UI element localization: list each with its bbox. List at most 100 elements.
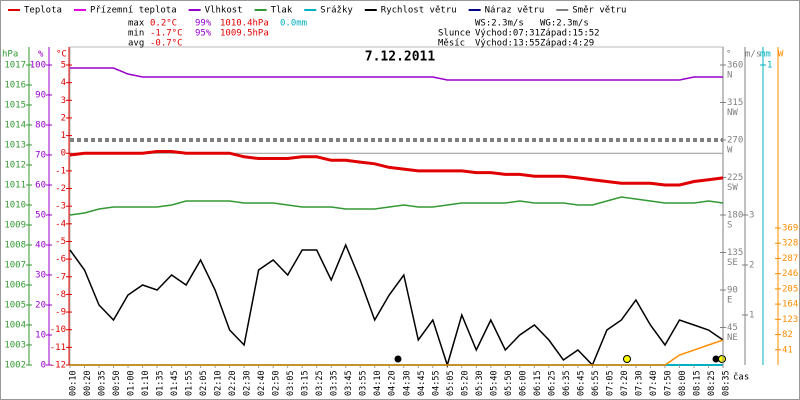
series-line xyxy=(70,339,724,366)
y-tick-label: -12 xyxy=(50,361,66,371)
x-tick-label: 03:15 xyxy=(301,370,311,396)
event-dot xyxy=(718,355,726,363)
x-tick-label: 01:45 xyxy=(170,370,180,396)
moon_info: Východ:13:55 xyxy=(475,39,540,49)
x-tick-label: 00:10 xyxy=(69,370,79,396)
x-axis-label: čas xyxy=(733,372,749,383)
x-tick-label: 06:00 xyxy=(518,370,528,396)
x-tick-label: 05:50 xyxy=(504,370,514,396)
x-tick-label: 01:00 xyxy=(127,370,137,396)
y-tick-label: 1002 xyxy=(4,361,26,371)
y-tick-label: 45 xyxy=(727,323,738,333)
info-press: 1010.4hPa xyxy=(220,19,269,29)
y-tick-label: 10 xyxy=(35,331,46,341)
compass-label: N xyxy=(727,71,732,81)
y-tick-label: 1004 xyxy=(4,321,26,331)
x-tick-label: 07:05 xyxy=(605,370,615,396)
y-tick-label: 1003 xyxy=(4,341,26,351)
y-tick-label: 225 xyxy=(727,173,743,183)
compass-label: NE xyxy=(727,333,738,343)
x-tick-label: 06:15 xyxy=(533,370,543,396)
axis-title: m/s xyxy=(745,50,761,60)
y-tick-label: 1006 xyxy=(4,281,26,291)
info-label: min xyxy=(128,29,144,39)
x-tick-label: 07:40 xyxy=(649,370,659,396)
x-tick-label: 02:20 xyxy=(228,370,238,396)
y-tick-label: 180 xyxy=(727,211,743,221)
x-tick-label: 05:40 xyxy=(489,370,499,396)
y-tick-label: 2 xyxy=(61,113,66,123)
y-tick-label: 41 xyxy=(782,345,793,355)
info-press: 1009.5hPa xyxy=(220,29,269,39)
y-tick-label: 287 xyxy=(782,254,798,264)
x-tick-label: 02:50 xyxy=(272,370,282,396)
y-tick-label: 5 xyxy=(61,61,66,71)
y-tick-label: -6 xyxy=(55,255,66,265)
x-tick-label: 04:20 xyxy=(388,370,398,396)
y-tick-label: 1008 xyxy=(4,241,26,251)
legend-label: Tlak xyxy=(271,6,293,16)
y-tick-label: 1017 xyxy=(4,61,26,71)
y-tick-label: 369 xyxy=(782,223,798,233)
y-tick-label: 1010 xyxy=(4,201,26,211)
y-tick-label: 2 xyxy=(749,261,754,271)
y-tick-label: 1012 xyxy=(4,161,26,171)
x-tick-label: 03:55 xyxy=(359,370,369,396)
series-line xyxy=(70,67,723,81)
x-tick-label: 06:35 xyxy=(562,370,572,396)
y-tick-label: 1015 xyxy=(4,101,26,111)
info-rain: 0.0mm xyxy=(280,19,307,29)
x-tick-label: 05:05 xyxy=(446,370,456,396)
y-tick-label: 1007 xyxy=(4,261,26,271)
wind-info: WG:2.3m/s xyxy=(540,19,589,29)
legend-label: Přízemní teplota xyxy=(90,6,177,16)
y-tick-label: 205 xyxy=(782,284,798,294)
y-tick-label: 100 xyxy=(30,61,46,71)
x-tick-label: 00:20 xyxy=(83,370,93,396)
y-tick-label: 1 xyxy=(767,61,772,71)
y-tick-label: 1 xyxy=(61,131,66,141)
x-tick-label: 05:30 xyxy=(475,370,485,396)
x-tick-label: 04:45 xyxy=(417,370,427,396)
y-tick-label: 315 xyxy=(727,98,743,108)
axis-title: W xyxy=(778,50,784,60)
x-tick-label: 03:05 xyxy=(286,370,296,396)
legend-label: Teplota xyxy=(24,6,62,16)
legend-label: Směr větru xyxy=(572,6,626,16)
y-tick-label: 50 xyxy=(35,211,46,221)
compass-label: SE xyxy=(727,258,738,268)
compass-label: S xyxy=(727,221,732,231)
y-tick-label: 0 xyxy=(61,149,66,159)
series-line xyxy=(69,196,724,216)
y-tick-label: -11 xyxy=(50,343,66,353)
y-tick-label: -2 xyxy=(55,184,66,194)
x-tick-label: 04:30 xyxy=(402,370,412,396)
y-tick-label: 1 xyxy=(749,311,754,321)
event-dot xyxy=(623,355,631,363)
x-tick-label: 05:20 xyxy=(460,370,470,396)
moon_info: Měsíc xyxy=(438,39,465,49)
y-tick-label: 1014 xyxy=(4,121,26,131)
y-tick-label: 1005 xyxy=(4,301,26,311)
y-tick-label: -4 xyxy=(55,219,66,229)
x-tick-label: 03:45 xyxy=(344,370,354,396)
x-tick-label: 06:45 xyxy=(576,370,586,396)
y-tick-label: -7 xyxy=(55,272,66,282)
x-tick-label: 08:25 xyxy=(707,370,717,396)
legend-label: Vlhkost xyxy=(205,6,243,16)
x-tick-label: 06:25 xyxy=(547,370,557,396)
y-tick-label: 30 xyxy=(35,271,46,281)
x-tick-label: 08:15 xyxy=(692,370,702,396)
series-line xyxy=(69,150,724,187)
y-tick-label: 90 xyxy=(35,91,46,101)
y-tick-label: 360 xyxy=(727,61,743,71)
x-tick-label: 03:35 xyxy=(330,370,340,396)
x-tick-label: 04:55 xyxy=(431,370,441,396)
y-tick-label: 1016 xyxy=(4,81,26,91)
x-tick-label: 01:55 xyxy=(185,370,195,396)
y-tick-label: 246 xyxy=(782,269,798,279)
wind-info: WS:2.3m/s xyxy=(475,19,524,29)
y-tick-label: -9 xyxy=(55,308,66,318)
